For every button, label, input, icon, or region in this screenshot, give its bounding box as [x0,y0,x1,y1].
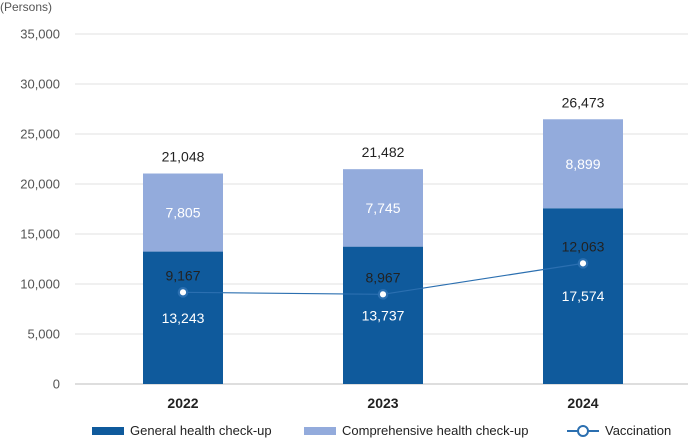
x-axis-labels: 2022 2023 2024 [167,395,598,411]
data-label-comprehensive: 8,899 [565,156,600,172]
x-tick-label: 2023 [367,395,398,411]
y-tick-label: 20,000 [20,177,60,192]
bar-general-2024 [543,208,623,384]
data-labels: 13,243 7,805 21,048 13,737 7,745 21,482 17,574… [162,94,605,326]
data-label-total: 26,473 [562,94,605,110]
y-axis-ticks: 0 5,000 10,000 15,000 20,000 25,000 30,000 35,0… [20,27,60,392]
data-label-comprehensive: 7,805 [165,205,200,221]
vaccination-point [577,258,589,269]
legend-label-general: General health check-up [130,423,272,438]
bar-general-2022 [143,251,223,384]
bar-comprehensive-2024 [543,119,623,209]
y-tick-label: 25,000 [20,127,60,142]
legend-item-general: General health check-up [92,423,272,438]
legend-label-vaccination: Vaccination [605,423,672,438]
data-label-vaccination: 9,167 [165,267,200,283]
data-label-vaccination: 8,967 [365,269,400,285]
bar-comprehensive-2022 [143,173,223,252]
legend-swatch-comprehensive [304,426,336,435]
legend: General health check-up Comprehensive he… [0,423,688,440]
x-tick-label: 2024 [567,395,598,411]
legend-swatch-general [92,426,124,435]
y-tick-label: 5,000 [27,327,60,342]
data-label-vaccination: 12,063 [562,238,605,254]
vaccination-point [377,289,389,300]
bar-comprehensive-2023 [343,169,423,247]
y-unit-label: (Persons) [0,0,52,14]
y-tick-label: 10,000 [20,277,60,292]
bar-general-2023 [343,246,423,384]
y-tick-label: 35,000 [20,27,60,42]
x-tick-label: 2022 [167,395,198,411]
bars [143,119,623,384]
data-label-total: 21,048 [162,149,205,165]
legend-item-vaccination: Vaccination [567,423,671,438]
data-label-general: 13,737 [362,307,405,323]
data-label-general: 13,243 [162,310,205,326]
legend-item-comprehensive: Comprehensive health check-up [304,423,528,438]
data-label-general: 17,574 [562,288,605,304]
vaccination-line [177,258,589,300]
vaccination-point [177,287,189,298]
y-tick-label: 0 [53,377,60,392]
data-label-total: 21,482 [362,144,405,160]
y-tick-label: 15,000 [20,227,60,242]
data-label-comprehensive: 7,745 [365,200,400,216]
y-tick-label: 30,000 [20,77,60,92]
legend-label-comprehensive: Comprehensive health check-up [342,423,529,438]
legend-swatch-vaccination [567,424,599,437]
